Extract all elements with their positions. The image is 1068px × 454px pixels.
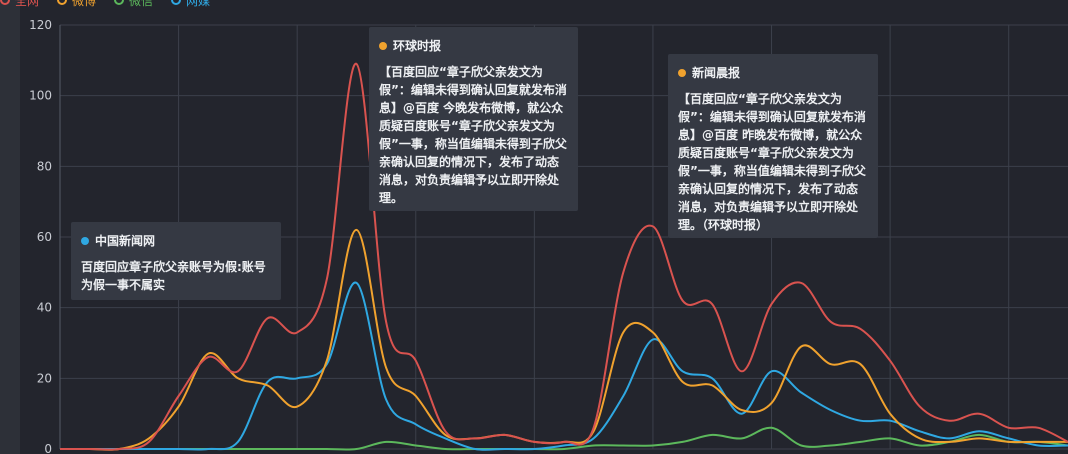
annotation-source: 中国新闻网 <box>95 234 156 248</box>
y-tick-label: 60 <box>37 230 52 244</box>
annotation-text: 【百度回应“章子欣父亲发文为假”：编辑未得到确认回复就发布消息】@百度 昨晚发布… <box>678 92 866 232</box>
source-dot-icon <box>678 69 686 77</box>
y-tick-label: 120 <box>29 18 52 32</box>
annotation-xinwenchenbao: 新闻晨报 【百度回应“章子欣父亲发文为假”：编辑未得到确认回复就发布消息】@百度… <box>668 54 878 238</box>
y-tick-label: 80 <box>37 159 52 173</box>
legend-marker-icon <box>114 0 125 5</box>
legend-marker-icon <box>57 0 68 5</box>
annotation-source: 新闻晨报 <box>692 66 741 80</box>
legend-item-all[interactable]: 全网 <box>0 0 39 9</box>
y-tick-label: 20 <box>37 371 52 385</box>
y-tick-label: 40 <box>37 301 52 315</box>
legend-item-webmedia[interactable]: 网媒 <box>171 0 210 9</box>
annotation-huanqiushibao: 环球时报 【百度回应“章子欣父亲发文为假”：编辑未得到确认回复就发布消息】@百度… <box>369 27 578 211</box>
source-dot-icon <box>379 42 387 50</box>
source-dot-icon <box>81 237 89 245</box>
annotation-text: 百度回应章子欣父亲账号为假:账号为假一事不属实 <box>81 260 266 292</box>
legend-label: 全网 <box>15 0 40 8</box>
series-line-0 <box>60 62 1068 451</box>
annotation-text: 【百度回应“章子欣父亲发文为假”：编辑未得到确认回复就发布消息】@百度 今晚发布… <box>379 65 567 205</box>
series-line-3 <box>60 281 1068 451</box>
annotation-zhongguoxinwenwang: 中国新闻网 百度回应章子欣父亲账号为假:账号为假一事不属实 <box>71 222 281 300</box>
y-tick-label: 0 <box>44 442 52 454</box>
y-tick-label: 100 <box>29 89 52 103</box>
legend-marker-icon <box>0 0 10 5</box>
legend-label: 微博 <box>72 0 97 8</box>
left-panel-strip <box>0 0 20 454</box>
legend-label: 网媒 <box>186 0 211 8</box>
annotation-source: 环球时报 <box>393 39 442 53</box>
legend-item-weibo[interactable]: 微博 <box>57 0 96 9</box>
legend-label: 微信 <box>129 0 154 8</box>
legend-item-wechat[interactable]: 微信 <box>114 0 153 9</box>
chart-legend: 全网 微博 微信 网媒 <box>0 0 210 9</box>
legend-marker-icon <box>171 0 182 5</box>
